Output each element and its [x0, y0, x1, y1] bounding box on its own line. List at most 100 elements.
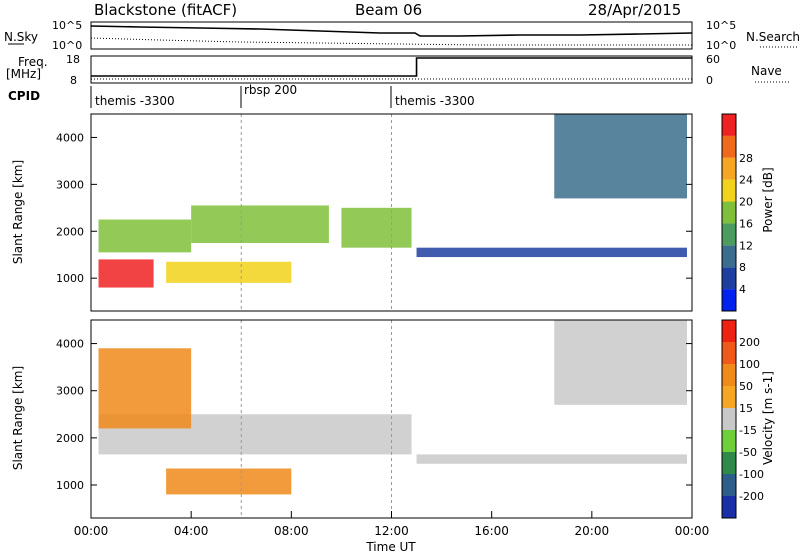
time-x-axis: 00:00 04:00 08:00 12:00 16:00 20:00 00:00 [74, 511, 710, 538]
colorbar-tick-3: 15 [739, 402, 753, 415]
colorbar-swatch-3 [722, 430, 736, 452]
colorbar-swatch-5 [722, 179, 736, 202]
colorbar-tick-1: 8 [739, 261, 746, 274]
colorbar-tick-4: -15 [739, 424, 757, 437]
x-tick-label-5: 20:00 [575, 524, 610, 538]
colorbar-frame [721, 113, 737, 312]
heatmap-region-4 [416, 454, 687, 464]
freq-panel-frame [90, 55, 693, 84]
heatmap-region-1 [98, 259, 154, 288]
colorbar-swatch-4 [722, 408, 736, 430]
colorbar-tick-3: 16 [739, 217, 753, 230]
x-tick-label-6: 00:00 [675, 524, 710, 538]
colorbar-swatch-0 [722, 289, 736, 311]
velocity-heatmap [98, 320, 687, 518]
y-tick-label-1: 2000 [56, 225, 84, 238]
colorbar-swatch-8 [722, 114, 736, 136]
freq-label: Freq. [18, 55, 48, 69]
colorbar-tick-4: 20 [739, 196, 753, 209]
station-title: Blackstone (fitACF) [94, 1, 237, 19]
nsky-label: N.Sky [4, 30, 38, 44]
heatmap-region-1 [166, 468, 292, 495]
x-axis-label: Time UT [365, 540, 416, 554]
freq-tick-high: 18 [66, 53, 80, 66]
date-title: 28/Apr/2015 [588, 1, 681, 19]
heatmap-region-2 [98, 348, 192, 429]
power-y-label: Slant Range [km] [11, 160, 25, 264]
x-tick-label-2: 08:00 [274, 524, 309, 538]
colorbar-frame [721, 319, 737, 519]
cpid-label: CPID [8, 89, 40, 103]
colorbar-swatch-1 [722, 474, 736, 496]
nsearch-label: N.Search [746, 30, 800, 44]
colorbar-swatch-4 [722, 201, 736, 224]
x-tick-label-0: 00:00 [74, 524, 109, 538]
colorbar-tick-7: -200 [739, 490, 764, 503]
colorbar-tick-5: -50 [739, 446, 757, 459]
heatmap-region-3 [554, 320, 687, 405]
colorbar-tick-2: 12 [739, 239, 753, 252]
y-tick-label-0: 1000 [56, 272, 84, 285]
nsearch-line [90, 37, 692, 46]
colorbar-swatch-2 [722, 245, 736, 268]
velocity-colorbar: 200 100 50 15 -15 -50 -100 -200 [721, 319, 764, 519]
y-tick-label-1: 2000 [56, 432, 84, 445]
colorbar-tick-0: 200 [739, 336, 760, 349]
freq-tick-low: 8 [70, 74, 77, 87]
colorbar-swatch-8 [722, 320, 736, 342]
cpid-segment-2: themis -3300 [395, 94, 475, 108]
heatmap-region-2 [166, 261, 292, 283]
colorbar-swatch-6 [722, 157, 736, 180]
power-heatmap [98, 114, 687, 311]
x-tick-label-4: 16:00 [474, 524, 509, 538]
colorbar-swatch-0 [722, 496, 736, 518]
colorbar-tick-6: -100 [739, 468, 764, 481]
freq-step-line [91, 57, 692, 77]
power-colorbar-label: Power [dB] [761, 167, 775, 232]
y-tick-label-2: 3000 [56, 385, 84, 398]
heatmap-region-3 [191, 205, 329, 243]
heatmap-region-6 [554, 114, 687, 199]
nsearch-tick-low: 10^0 [706, 39, 736, 52]
nave-tick-high: 60 [706, 53, 720, 66]
y-tick-label-2: 3000 [56, 178, 84, 191]
velocity-y-axis: 1000 2000 3000 4000 [56, 338, 692, 492]
colorbar-tick-5: 24 [739, 174, 753, 187]
y-tick-label-0: 1000 [56, 479, 84, 492]
nave-label: Nave [751, 64, 782, 78]
cpid-segment-1: rbsp 200 [244, 83, 297, 97]
velocity-colorbar-label: Velocity [m s-1] [761, 371, 775, 465]
nsky-tick-high: 10^5 [52, 19, 82, 32]
velocity-y-label: Slant Range [km] [11, 366, 25, 470]
power-panel-frame [90, 113, 693, 312]
heatmap-region-0 [98, 219, 192, 253]
colorbar-swatch-3 [722, 223, 736, 246]
nave-tick-low: 0 [706, 74, 713, 87]
nsky-tick-low: 10^0 [52, 39, 82, 52]
colorbar-tick-2: 50 [739, 380, 753, 393]
colorbar-swatch-6 [722, 364, 736, 386]
colorbar-swatch-5 [722, 386, 736, 408]
heatmap-region-5 [416, 247, 687, 258]
power-y-axis: 1000 2000 3000 4000 [56, 131, 692, 285]
y-tick-label-3: 4000 [56, 131, 84, 144]
beam-title: Beam 06 [355, 1, 422, 19]
freq-unit: [MHz] [6, 67, 41, 81]
nsky-line [90, 25, 693, 37]
colorbar-swatch-7 [722, 135, 736, 158]
power-colorbar: 4 8 12 16 20 24 28 [721, 113, 753, 312]
x-tick-label-3: 12:00 [374, 524, 409, 538]
colorbar-swatch-2 [722, 452, 736, 474]
nsky-panel-frame [90, 21, 693, 50]
heatmap-region-4 [341, 207, 412, 248]
freq-line [91, 57, 692, 77]
colorbar-tick-0: 4 [739, 283, 746, 296]
y-tick-label-3: 4000 [56, 338, 84, 351]
colorbar-tick-1: 100 [739, 358, 760, 371]
cpid-segment-0: themis -3300 [95, 94, 175, 108]
colorbar-tick-6: 28 [739, 152, 753, 165]
x-tick-label-1: 04:00 [174, 524, 209, 538]
colorbar-swatch-7 [722, 342, 736, 364]
